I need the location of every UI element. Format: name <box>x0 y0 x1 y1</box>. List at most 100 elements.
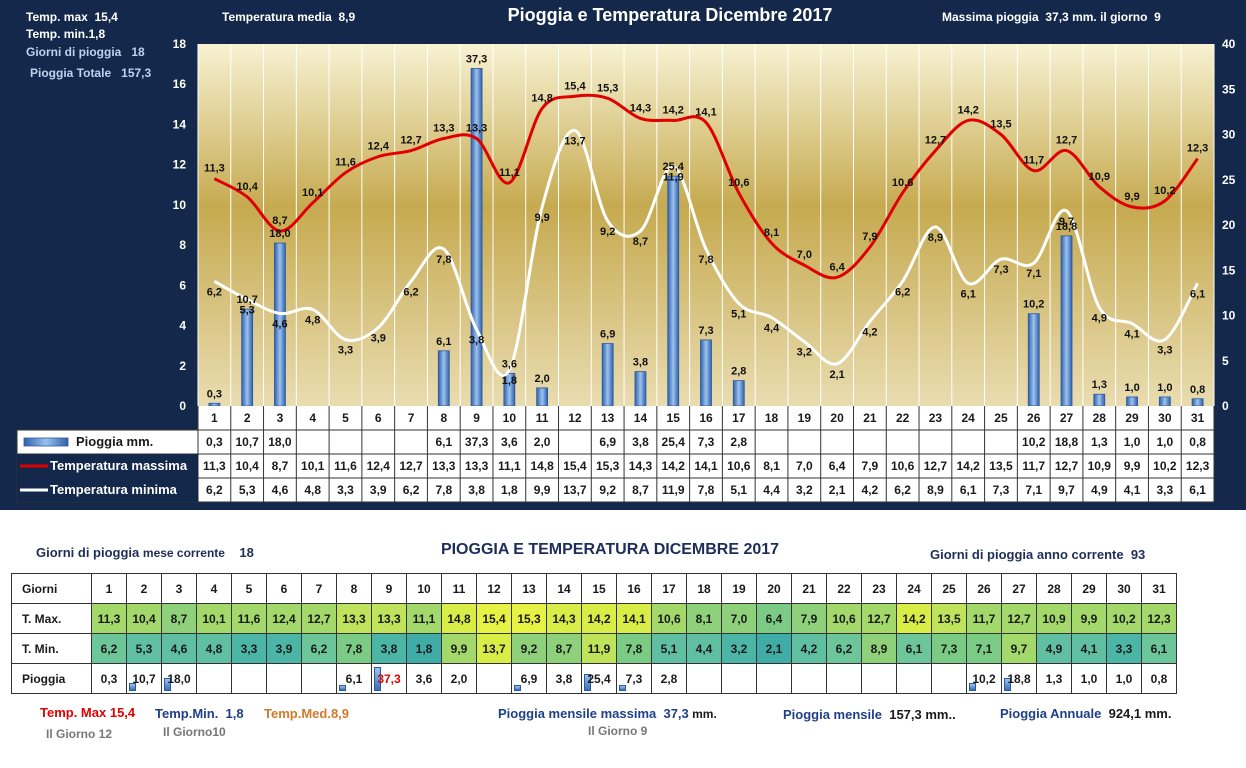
left-tick-label: 10 <box>173 198 187 212</box>
table-value: 9,2 <box>599 483 616 497</box>
rain-mini-bar <box>374 667 381 691</box>
rain-cell-value: 3,8 <box>555 671 573 686</box>
day-tick-label: 13 <box>601 411 615 425</box>
table-value: 12,7 <box>924 459 948 473</box>
legend-row-bg <box>16 477 1215 503</box>
day-cell: 18 <box>686 573 722 604</box>
tmin-cell: 7,3 <box>931 633 967 664</box>
footer-temp-max: Temp. Max 15,4 <box>40 705 136 720</box>
tmin-cell: 4,1 <box>1071 633 1107 664</box>
right-tick-label: 35 <box>1222 82 1236 96</box>
rain-bar <box>1027 313 1040 407</box>
table-value: 10,7 <box>235 435 259 449</box>
tmax-point-label: 10,1 <box>302 187 323 199</box>
footer-temp-min: Temp.Min. 1,8 <box>155 706 244 721</box>
rain-cell-value: 0,3 <box>100 671 118 686</box>
footer-temp-min-day: Il Giorno10 <box>163 725 226 739</box>
day-tick-label: 21 <box>863 411 877 425</box>
day-cell: 5 <box>231 573 267 604</box>
legend-label: Pioggia mm. <box>76 434 153 449</box>
rain-cell-value: 10,7 <box>132 671 156 686</box>
table-value: 2,8 <box>730 435 747 449</box>
table-value: 14,2 <box>957 459 981 473</box>
table-value: 6,2 <box>206 483 223 497</box>
table-value: 14,8 <box>530 459 554 473</box>
table-value: 4,1 <box>1124 483 1141 497</box>
day-tick-label: 26 <box>1027 411 1041 425</box>
left-tick-label: 14 <box>173 117 187 131</box>
tmax-point-label: 7,0 <box>797 249 812 261</box>
day-cell: 8 <box>336 573 372 604</box>
tmin-cell: 4,8 <box>196 633 232 664</box>
day-tick-label: 11 <box>536 411 549 425</box>
tmin-point-label: 1,8 <box>502 375 517 387</box>
day-tick-label: 1 <box>211 411 218 425</box>
rain-bar-label: 10,2 <box>1023 299 1044 311</box>
table-value: 10,1 <box>301 459 325 473</box>
day-cell: 14 <box>546 573 582 604</box>
rain-cell-value: 2,8 <box>660 671 678 686</box>
table-value: 5,1 <box>730 483 747 497</box>
rain-cell <box>861 663 897 694</box>
tmin-cell: 2,1 <box>756 633 792 664</box>
day-tick-label: 25 <box>994 411 1008 425</box>
table-value: 10,6 <box>891 459 915 473</box>
rain-bar-label: 7,3 <box>698 325 713 337</box>
day-cell: 11 <box>441 573 477 604</box>
rain-cell <box>686 663 722 694</box>
rain-bar-label: 6,9 <box>600 329 615 341</box>
day-cell: 12 <box>476 573 512 604</box>
rain-cell: 2,8 <box>651 663 687 694</box>
rain-bar-label: 10,7 <box>236 294 257 306</box>
table-row-tmin: T. Min. 6,2 5,3 4,6 4,8 3,3 3,9 6,2 7,8 3,8 1,8 9,9… <box>11 633 1177 664</box>
tmin-point-label: 3,8 <box>469 335 484 347</box>
tmax-cell: 11,1 <box>406 603 442 634</box>
table-value: 9,9 <box>1124 459 1141 473</box>
rain-cell: 10,7 <box>126 663 162 694</box>
rain-cell-value: 2,0 <box>450 671 468 686</box>
tmax-cell: 14,2 <box>581 603 617 634</box>
tmax-cell: 9,9 <box>1071 603 1107 634</box>
day-tick-label: 15 <box>667 411 681 425</box>
tmin-point-label: 6,2 <box>207 286 222 298</box>
rain-bar <box>634 371 647 407</box>
table-value: 13,3 <box>432 459 456 473</box>
table-value: 3,3 <box>1156 483 1173 497</box>
rain-cell-value: 1,3 <box>1045 671 1063 686</box>
rain-cell <box>826 663 862 694</box>
day-cell: 10 <box>406 573 442 604</box>
tmin-cell: 6,1 <box>896 633 932 664</box>
tmin-cell: 3,3 <box>231 633 267 664</box>
tmax-point-label: 13,3 <box>433 123 454 135</box>
rain-bar-label: 37,3 <box>466 53 487 65</box>
day-tick-label: 16 <box>699 411 713 425</box>
table-value: 0,8 <box>1189 435 1206 449</box>
tmax-point-label: 14,2 <box>663 104 684 116</box>
day-cell: 2 <box>126 573 162 604</box>
tmin-line <box>213 128 1199 377</box>
tmax-point-label: 14,3 <box>630 102 651 114</box>
tmax-cell: 14,2 <box>896 603 932 634</box>
tmin-cell: 1,8 <box>406 633 442 664</box>
table-value: 2,1 <box>829 483 846 497</box>
table-value: 1,0 <box>1124 435 1141 449</box>
day-cell: 27 <box>1001 573 1037 604</box>
left-tick-label: 8 <box>179 238 186 252</box>
tmin-point-label: 2,1 <box>829 369 844 381</box>
left-tick-label: 4 <box>179 319 186 333</box>
row-label: Giorni <box>11 573 92 604</box>
right-tick-label: 0 <box>1222 399 1229 413</box>
rain-cell-value: 25,4 <box>587 671 611 686</box>
rain-bar <box>470 68 483 407</box>
tmax-point-label: 8,7 <box>272 215 287 227</box>
table-value: 14,2 <box>662 459 686 473</box>
table-value: 6,9 <box>599 435 616 449</box>
day-tick-label: 24 <box>962 411 976 425</box>
table-value: 7,1 <box>1025 483 1042 497</box>
rain-cell: 1,3 <box>1036 663 1072 694</box>
footer-max-month-rain-day: Il Giorno 9 <box>588 724 648 738</box>
header-max-rain: Massima pioggia 37,3 mm. il giorno 9 <box>942 10 1161 24</box>
tmin-cell: 9,7 <box>1001 633 1037 664</box>
table-value: 0,3 <box>206 435 223 449</box>
tmin-point-label: 4,6 <box>272 318 287 330</box>
